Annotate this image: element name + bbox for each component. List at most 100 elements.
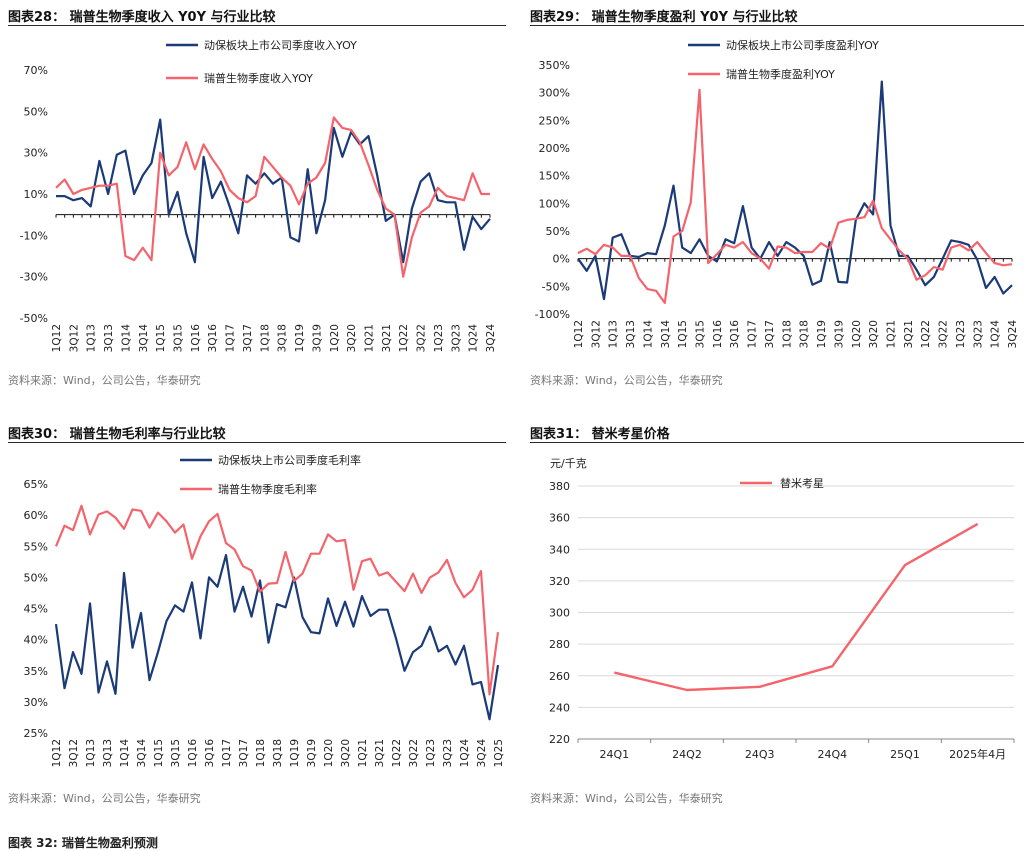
y-tick-label: 380 <box>549 480 570 493</box>
chart-panel-28: 图表28： 瑞普生物季度收入 Y0Y 与行业比较 70% 50% 30% 10% -10… <box>8 6 508 401</box>
chart-panel-29: 图表29： 瑞普生物季度盈利 Y0Y 与行业比较 350% 300% 250% 200… <box>530 6 1025 401</box>
x-tick-label: 3Q13 <box>625 320 637 348</box>
x-tick-label: 1Q15 <box>155 324 167 352</box>
x-tick-label: 3Q16 <box>204 739 216 768</box>
x-tick-label: 1Q23 <box>433 324 445 352</box>
chart-29-svg: 350%300%250%200%150%100%50%0%-50%-100%1Q… <box>535 38 1019 349</box>
x-tick-label: 1Q17 <box>225 324 237 352</box>
tilmicosin-price-line <box>614 522 979 692</box>
x-tick-label: 1Q16 <box>712 320 724 349</box>
x-tick-label: 3Q23 <box>972 320 984 348</box>
x-tick-label: 3Q20 <box>340 739 352 767</box>
source-note: 资料来源：Wind，公司公告，华泰研究 <box>8 792 201 805</box>
x-tick-label: 1Q24 <box>468 324 480 353</box>
y-tick-label: -30% <box>20 271 48 284</box>
y-tick-label: -50% <box>20 312 48 325</box>
x-tick-label: 3Q14 <box>138 324 150 353</box>
x-tick-label: 24Q3 <box>745 748 775 761</box>
legend-label: 替米考星 <box>780 476 824 490</box>
legend-label: 动保板块上市公司季度毛利率 <box>218 453 361 467</box>
y-tick-label: 0% <box>553 253 570 266</box>
x-tick-label: 1Q18 <box>781 320 793 348</box>
x-tick-label: 3Q17 <box>764 320 776 348</box>
x-tick-label: 3Q22 <box>938 320 950 348</box>
x-tick-label: 1Q16 <box>187 739 199 768</box>
x-tick-label: 1Q16 <box>190 324 202 353</box>
y-tick-label: 150% <box>539 170 570 183</box>
x-tick-label: 1Q19 <box>816 320 828 348</box>
x-tick-label: 1Q14 <box>642 320 654 349</box>
source-note: 资料来源：Wind，公司公告，华泰研究 <box>530 374 723 387</box>
chart-panel-30: 图表30： 瑞普生物毛利率与行业比较 65% 60% 55% 50% 45% 40% 35%… <box>8 423 508 818</box>
x-tick-label: 1Q15 <box>677 320 689 348</box>
x-tick-label: 3Q24 <box>485 324 497 353</box>
industry-series-line <box>577 80 1013 301</box>
x-tick-label: 3Q15 <box>173 324 185 352</box>
x-tick-label: 1Q12 <box>51 324 63 352</box>
source-note: 资料来源：Wind，公司公告，华泰研究 <box>530 792 723 805</box>
x-tick-label: 3Q14 <box>660 320 672 349</box>
x-tick-label: 1Q12 <box>51 739 63 767</box>
chart-panel-31: 图表31： 替米考星价格 元/千克 380 360 340 320 300 280 260 24… <box>530 423 1025 818</box>
x-tick-label: 1Q13 <box>608 320 620 348</box>
legend-label: 动保板块上市公司季度收入YOY <box>204 38 357 52</box>
x-tick-label: 3Q19 <box>311 324 323 352</box>
chart-title: 图表31： 替米考星价格 <box>530 427 670 442</box>
y-tick-label: 40% <box>24 634 48 647</box>
x-tick-label: 24Q4 <box>818 748 848 761</box>
y-tick-label: 50% <box>24 571 48 584</box>
x-tick-label: 1Q22 <box>398 324 410 352</box>
x-tick-label: 3Q24 <box>1007 320 1019 349</box>
x-tick-label: 3Q12 <box>590 320 602 348</box>
y-tick-label: 25% <box>24 727 48 740</box>
x-tick-label: 1Q19 <box>289 739 301 767</box>
title-rule <box>530 25 1024 26</box>
legend-label: 动保板块上市公司季度盈利YOY <box>726 38 879 52</box>
x-tick-label: 1Q21 <box>885 320 897 348</box>
x-tick-label: 1Q22 <box>920 320 932 348</box>
x-tick-label: 1Q13 <box>86 324 98 352</box>
x-tick-label: 1Q25 <box>493 739 505 767</box>
industry-series-line <box>56 118 491 264</box>
x-tick-label: 1Q12 <box>573 320 585 348</box>
x-tick-label: 1Q24 <box>990 320 1002 349</box>
y-tick-label: 65% <box>24 478 48 491</box>
x-tick-label: 1Q20 <box>323 739 335 767</box>
y-tick-label: 220 <box>549 733 570 746</box>
x-tick-label: 3Q21 <box>381 324 393 352</box>
y-tick-label: 340 <box>549 543 570 556</box>
chart-31-svg: 元/千克 380 360 340 320 300 280 260 240 220 24Q1 24Q2 2… <box>549 457 1015 761</box>
y-tick-label: 45% <box>24 603 48 616</box>
x-tick-label: 3Q12 <box>68 324 80 352</box>
title-rule <box>8 442 506 443</box>
x-tick-label: 1Q13 <box>85 739 97 767</box>
x-tick-label: 3Q16 <box>729 320 741 349</box>
x-tick-label: 3Q20 <box>868 320 880 348</box>
x-tick-label: 1Q15 <box>153 739 165 767</box>
x-tick-label: 3Q23 <box>450 324 462 352</box>
x-tick-label: 1Q20 <box>329 324 341 352</box>
y-tick-label: 360 <box>549 512 570 525</box>
chart-title: 图表28： 瑞普生物季度收入 Y0Y 与行业比较 <box>8 10 276 25</box>
x-tick-label: 1Q14 <box>119 739 131 768</box>
y-tick-label: 30% <box>24 147 48 160</box>
x-tick-label: 3Q22 <box>416 324 428 352</box>
x-tick-label: 3Q17 <box>242 324 254 352</box>
y-axis-unit-label: 元/千克 <box>550 457 587 470</box>
y-tick-label: 55% <box>24 540 48 553</box>
x-tick-label: 24Q1 <box>600 748 630 761</box>
x-tick-label: 1Q17 <box>221 739 233 767</box>
ruipu-series-line <box>55 116 490 278</box>
x-tick-label: 3Q21 <box>374 739 386 767</box>
title-rule <box>530 442 1024 443</box>
x-tick-label: 25Q1 <box>890 748 920 761</box>
industry-series-line <box>54 553 500 721</box>
chart-title: 图表30： 瑞普生物毛利率与行业比较 <box>8 427 226 442</box>
y-tick-label: 200% <box>539 142 570 155</box>
y-tick-label: -50% <box>542 280 570 293</box>
x-tick-label: 3Q12 <box>68 739 80 767</box>
y-tick-label: 350% <box>539 59 570 72</box>
x-tick-label: 3Q19 <box>833 320 845 348</box>
x-tick-label: 1Q22 <box>391 739 403 767</box>
x-tick-label: 3Q13 <box>103 324 115 352</box>
